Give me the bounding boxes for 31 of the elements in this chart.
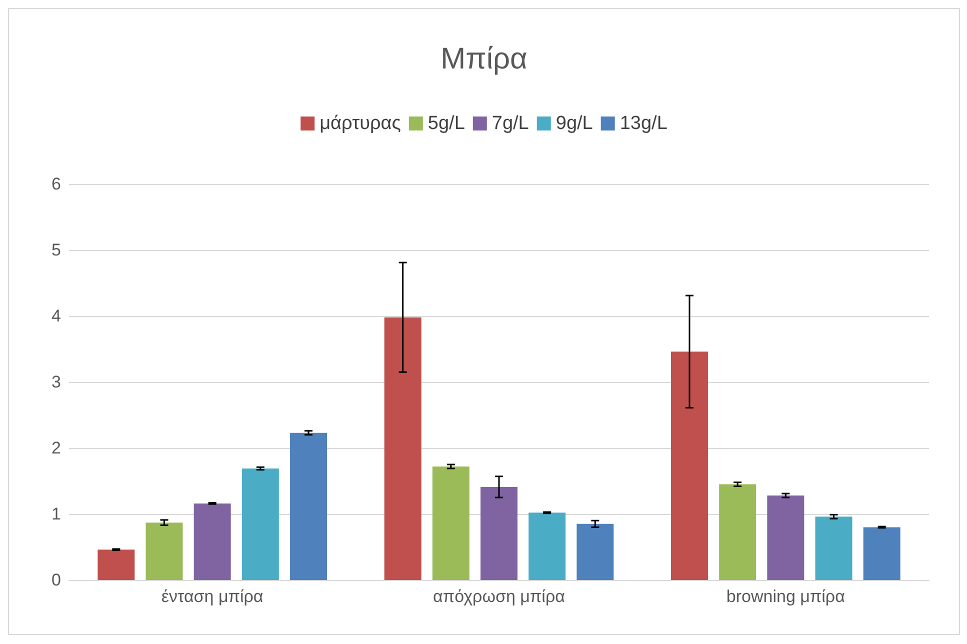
bar: [242, 468, 279, 580]
bar: [480, 486, 518, 580]
bar: [671, 352, 708, 580]
bar: [146, 522, 183, 580]
bar: [815, 516, 852, 580]
bar: [98, 550, 135, 580]
y-tick-label: 5: [52, 240, 61, 260]
legend-label: 13g/L: [620, 113, 668, 134]
legend-label: 9g/L: [556, 113, 593, 134]
y-tick-label: 2: [52, 438, 61, 458]
bar: [432, 466, 470, 580]
bar: [719, 484, 756, 580]
x-tick-label: ένταση μπίρα: [161, 587, 264, 606]
legend-label: μάρτυρας: [320, 113, 401, 134]
y-tick-label: 3: [52, 372, 61, 392]
y-tick-label: 6: [52, 174, 61, 194]
bar: [576, 524, 614, 580]
bar: [384, 317, 422, 580]
bar: [767, 496, 804, 580]
y-tick-label: 0: [52, 570, 61, 590]
bar: [863, 527, 900, 580]
chart-title: Μπίρα: [440, 42, 528, 76]
legend-label: 7g/L: [492, 113, 529, 134]
bar: [528, 512, 566, 580]
y-tick-label: 4: [52, 306, 61, 326]
bar: [194, 503, 231, 580]
x-tick-label: απόχρωση μπίρα: [433, 587, 566, 606]
bar: [290, 432, 327, 580]
x-tick-label: browning μπίρα: [726, 587, 846, 606]
y-tick-label: 1: [52, 504, 61, 524]
legend-label: 5g/L: [428, 113, 465, 134]
